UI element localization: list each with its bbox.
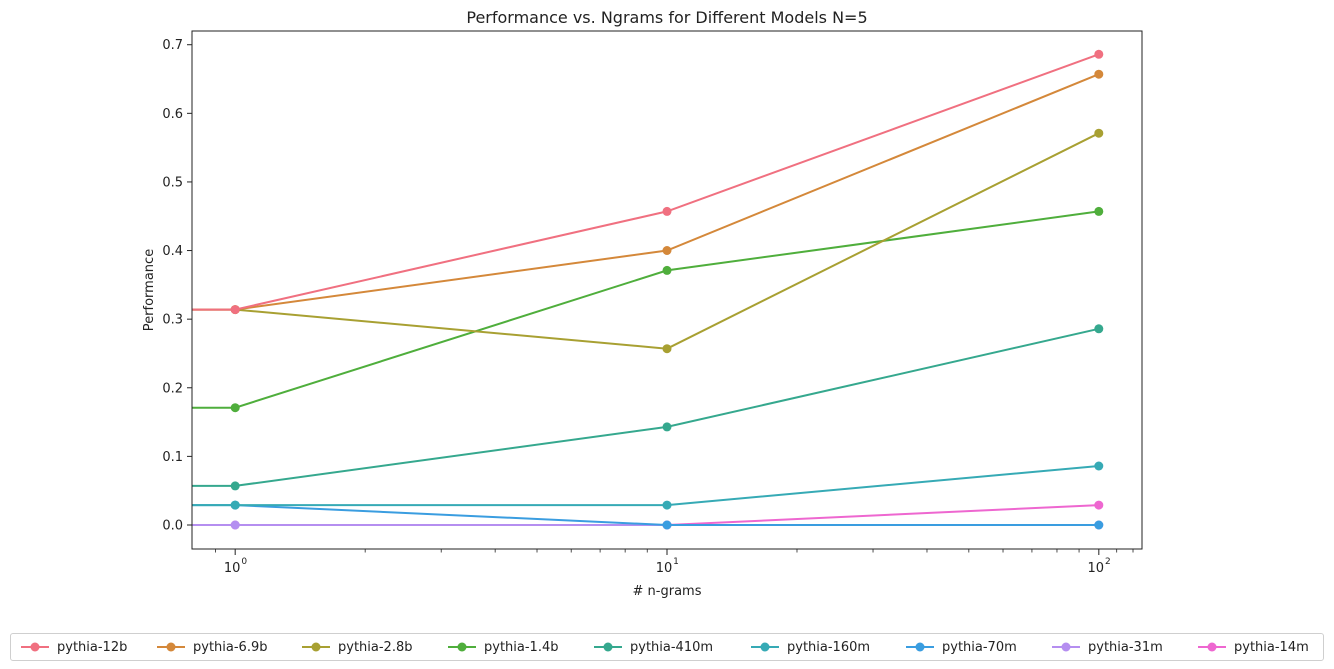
y-axis-label: Performance: [142, 249, 157, 331]
data-point-pythia-1.4b-2: [1094, 206, 1104, 216]
legend-swatch: [751, 642, 779, 652]
x-tick-label: 10: [224, 561, 241, 576]
series-pythia-1.4b: [192, 206, 1104, 413]
y-tick-label: 0.5: [162, 175, 183, 190]
series-line-pythia-70m: [192, 504, 1099, 526]
legend-label: pythia-410m: [630, 639, 714, 655]
legend-label: pythia-31m: [1088, 639, 1163, 655]
x-tick-label-exponent: 0: [241, 557, 247, 567]
series-line-pythia-160m: [192, 465, 1099, 507]
y-tick-label: 0.7: [162, 38, 183, 53]
legend-swatch: [594, 642, 622, 652]
data-point-pythia-6.9b-1: [662, 246, 672, 255]
legend-item: pythia-70m: [906, 634, 1017, 660]
y-tick-label: 0.0: [162, 518, 183, 533]
legend-item: pythia-160m: [751, 634, 870, 660]
x-tick-label: 10: [1088, 561, 1105, 576]
series-pythia-12b: [192, 49, 1104, 315]
x-tick-label-exponent: 1: [673, 557, 679, 567]
data-point-pythia-1.4b-0: [230, 403, 240, 413]
chart-title: Performance vs. Ngrams for Different Mod…: [466, 8, 867, 27]
legend-item: pythia-6.9b: [157, 634, 267, 660]
legend-label: pythia-1.4b: [484, 639, 559, 655]
data-point-pythia-70m-1: [662, 520, 672, 530]
legend-swatch: [302, 642, 330, 652]
plot-frame: [191, 30, 1143, 550]
legend-swatch: [906, 642, 934, 652]
series-line-pythia-2.8b: [192, 132, 1100, 350]
data-point-pythia-1.4b-1: [662, 265, 672, 275]
data-point-pythia-6.9b-2: [1094, 69, 1104, 79]
axes-ticks: 0.00.10.20.30.40.50.60.710 0 10 1 10 2: [162, 38, 1134, 576]
data-point-pythia-410m-0: [230, 481, 240, 491]
x-axis-label: # n-grams: [633, 584, 702, 599]
series-line-pythia-410m: [192, 327, 1100, 487]
data-point-pythia-410m-2: [1094, 324, 1104, 334]
y-tick-label: 0.4: [162, 244, 183, 259]
data-point-pythia-2.8b-2: [1094, 128, 1104, 138]
x-tick-label-exponent: 2: [1105, 557, 1111, 567]
legend-label: pythia-2.8b: [338, 639, 413, 655]
y-tick-label: 0.2: [162, 381, 183, 396]
data-point-pythia-12b-2: [1094, 49, 1104, 59]
legend: pythia-12b pythia-6.9b pythia-2.8b pythia-1…: [10, 633, 1324, 661]
legend-label: pythia-6.9b: [193, 639, 268, 655]
data-point-pythia-410m-1: [662, 422, 672, 432]
legend-swatch: [1198, 642, 1226, 652]
series-pythia-160m: [192, 461, 1104, 510]
legend-item: pythia-410m: [594, 634, 713, 660]
series-line-pythia-6.9b: [192, 73, 1100, 311]
legend-swatch: [448, 642, 476, 652]
series-line-pythia-14m: [192, 504, 1099, 526]
data-point-pythia-14m-2: [1094, 500, 1104, 510]
data-point-pythia-12b-1: [662, 206, 672, 216]
data-point-pythia-160m-2: [1094, 461, 1104, 471]
legend-swatch: [1052, 642, 1080, 652]
legend-item: pythia-12b: [21, 634, 127, 660]
legend-label: pythia-70m: [942, 639, 1017, 655]
data-point-pythia-160m-0: [230, 500, 240, 510]
data-point-pythia-12b-0: [230, 305, 240, 315]
legend-item: pythia-2.8b: [302, 634, 412, 660]
y-tick-label: 0.6: [162, 107, 183, 122]
legend-swatch: [21, 642, 49, 652]
y-tick-label: 0.1: [162, 450, 183, 465]
series-pythia-410m: [192, 324, 1104, 491]
legend-item: pythia-1.4b: [448, 634, 558, 660]
legend-item: pythia-31m: [1052, 634, 1163, 660]
data-point-pythia-2.8b-1: [662, 344, 672, 354]
legend-label: pythia-14m: [1234, 639, 1309, 655]
plot-area: [192, 49, 1104, 530]
series-line-pythia-1.4b: [192, 210, 1099, 409]
legend-item: pythia-14m: [1198, 634, 1309, 660]
data-point-pythia-160m-1: [662, 500, 672, 510]
data-point-pythia-70m-2: [1094, 520, 1104, 530]
series-line-pythia-12b: [192, 53, 1100, 311]
legend-swatch: [157, 642, 185, 652]
y-tick-label: 0.3: [162, 313, 183, 328]
legend-label: pythia-160m: [787, 639, 871, 655]
series-pythia-2.8b: [192, 128, 1104, 354]
x-tick-label: 10: [656, 561, 673, 576]
data-point-pythia-31m-0: [230, 520, 240, 530]
legend-label: pythia-12b: [57, 639, 128, 655]
